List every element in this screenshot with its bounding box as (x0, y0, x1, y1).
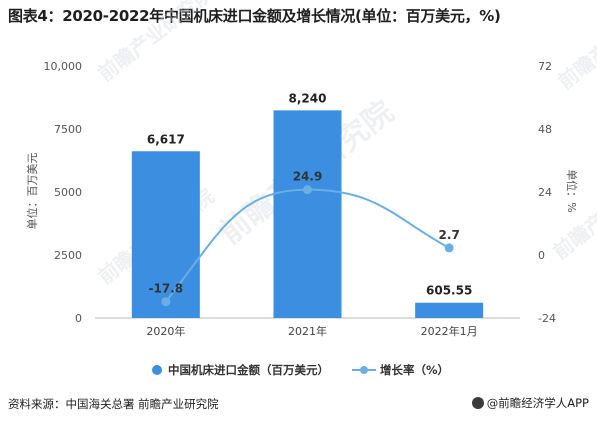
y-tick-label: 0 (75, 312, 82, 325)
legend-line-swatch (352, 365, 376, 375)
y2-tick-label: 0 (538, 249, 545, 262)
line-value-label: -17.8 (149, 282, 184, 296)
y-tick-label: 2500 (54, 249, 82, 262)
chart-title: 图表4：2020-2022年中国机床进口金额及增长情况(单位：百万美元，%) (8, 7, 501, 25)
bar-series (131, 110, 484, 319)
y2-axis-title: 单位：% (565, 169, 579, 212)
source-note: 资料来源：中国海关总署 前瞻产业研究院 (8, 397, 219, 411)
x-tick-label: 2022年1月 (421, 324, 478, 338)
watermark-text: 前瞻产业研究院 (93, 0, 218, 86)
line-series (161, 185, 454, 307)
watermark-text: 前瞻产业研究院 (553, 0, 597, 94)
y-axis-ticks: 0 2500 5000 7500 10,000 (44, 60, 83, 325)
brand-credit: @前瞻经济学人APP (471, 395, 589, 411)
y-tick-label: 7500 (54, 123, 82, 136)
line-point (444, 243, 454, 253)
brand-text: @前瞻经济学人APP (486, 396, 589, 410)
y-tick-label: 10,000 (44, 60, 83, 73)
y2-axis-ticks: -24 0 24 48 72 (538, 60, 556, 325)
bar-data-labels: 6,617 8,240 605.55 (147, 91, 472, 297)
line-value-label: 24.9 (293, 170, 323, 184)
legend-line-label: 增长率（%） (380, 363, 450, 377)
y2-tick-label: 72 (538, 60, 552, 73)
legend-bar-label: 中国机床进口金额（百万美元） (168, 363, 329, 377)
line-value-label: 2.7 (439, 228, 460, 242)
legend-bar-swatch (152, 365, 162, 375)
brand-logo-icon (471, 397, 484, 409)
bar (415, 302, 484, 318)
y2-tick-label: -24 (538, 312, 556, 325)
y-axis-title: 单位：百万美元 (25, 153, 39, 230)
y2-tick-label: 24 (538, 186, 552, 199)
bar-value-label: 6,617 (147, 132, 185, 146)
legend-item-line[interactable]: 增长率（%） (352, 362, 449, 378)
y-tick-label: 5000 (54, 186, 82, 199)
line-point (303, 185, 312, 195)
y2-tick-label: 48 (538, 123, 552, 136)
bar (131, 151, 200, 318)
legend-item-bar[interactable]: 中国机床进口金额（百万美元） (152, 362, 329, 378)
x-tick-label: 2020年 (146, 324, 185, 338)
line-data-labels: -17.8 24.9 2.7 (149, 170, 460, 296)
x-axis-ticks: 2020年 2021年 2022年1月 (146, 324, 477, 338)
bar-value-label: 605.55 (426, 284, 472, 298)
line-point (161, 297, 171, 307)
x-tick-label: 2021年 (288, 324, 327, 338)
bar (273, 110, 342, 319)
bar-value-label: 8,240 (289, 91, 327, 105)
